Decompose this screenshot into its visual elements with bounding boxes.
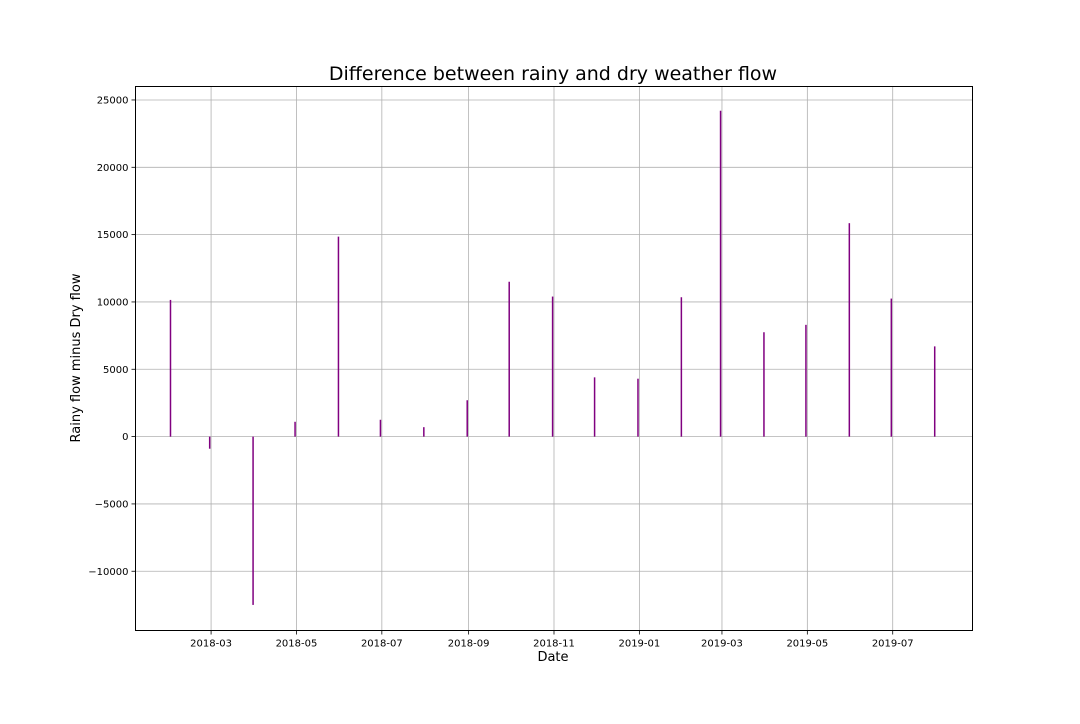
grid-lines — [135, 86, 973, 631]
chart-title: Difference between rainy and dry weather… — [329, 63, 777, 85]
bars — [169, 110, 936, 605]
bar — [763, 332, 765, 437]
x-tick-label: 2019-03 — [701, 639, 743, 650]
bar — [719, 110, 722, 437]
bar — [848, 223, 851, 437]
bar — [890, 298, 893, 437]
bar — [508, 281, 510, 437]
y-tick-label: −10000 — [88, 567, 128, 578]
bar — [805, 324, 807, 437]
bar — [294, 421, 296, 437]
bar — [551, 296, 554, 437]
y-tick-label: 15000 — [97, 230, 129, 241]
bar — [169, 299, 172, 437]
y-tick-label: 20000 — [97, 163, 129, 174]
y-axis: −10000 −5000 0 5000 10000 15000 20000 25000 — [88, 95, 136, 578]
bar — [208, 436, 211, 449]
y-tick-label: 25000 — [97, 95, 129, 106]
x-tick-label: 2019-05 — [786, 639, 828, 650]
x-tick-label: 2018-11 — [533, 639, 575, 650]
bar — [593, 377, 596, 437]
x-tick-label: 2019-01 — [618, 639, 660, 650]
y-tick-label: 0 — [122, 432, 128, 443]
x-axis: 2018-03 2018-05 2018-07 2018-09 2018-11 2019-… — [190, 630, 914, 650]
bar — [379, 419, 382, 437]
y-tick-label: 10000 — [97, 297, 129, 308]
x-tick-label: 2018-05 — [276, 639, 318, 650]
x-axis-label: Date — [537, 650, 568, 665]
x-tick-label: 2018-09 — [448, 639, 490, 650]
y-axis-label: Rainy flow minus Dry flow — [69, 273, 84, 442]
y-tick-label: −5000 — [95, 499, 129, 510]
x-tick-label: 2018-07 — [361, 639, 403, 650]
bar — [423, 427, 425, 437]
bar — [337, 236, 340, 437]
x-tick-label: 2018-03 — [190, 639, 232, 650]
y-tick-label: 5000 — [103, 365, 128, 376]
bar — [466, 400, 468, 437]
bar — [252, 436, 254, 605]
bar — [637, 378, 639, 437]
bar — [680, 297, 683, 437]
x-tick-label: 2019-07 — [872, 639, 914, 650]
bar — [933, 346, 936, 437]
